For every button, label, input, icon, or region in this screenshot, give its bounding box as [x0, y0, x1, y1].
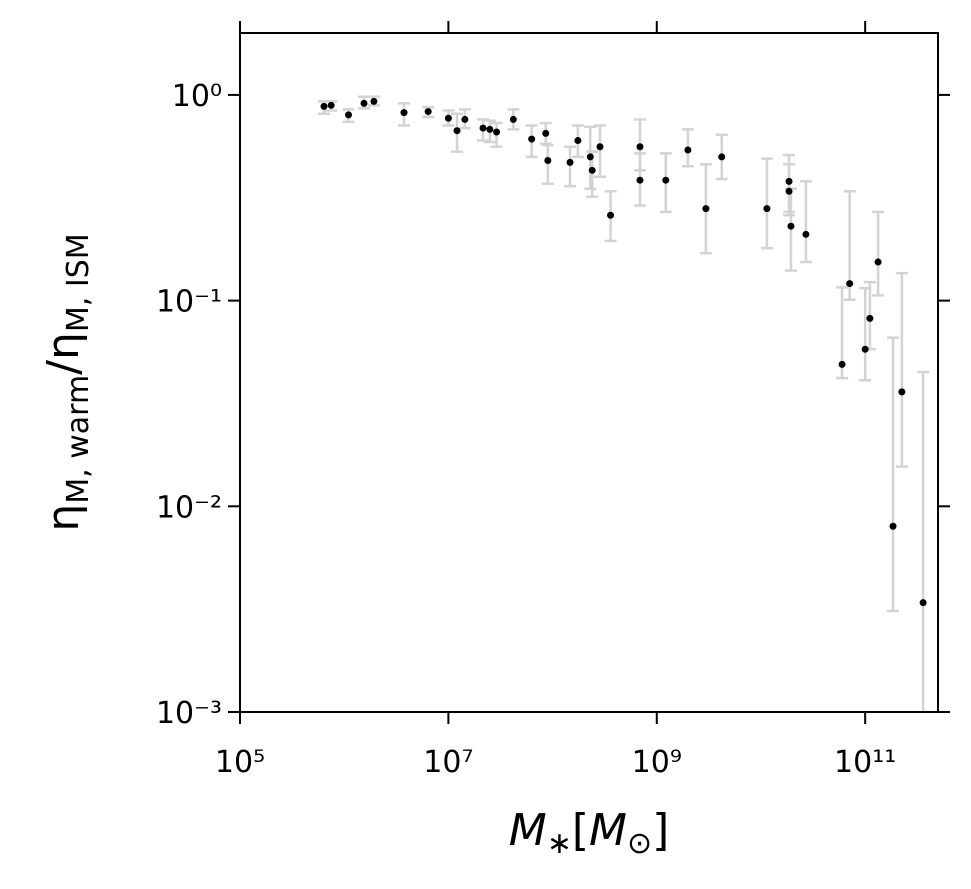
point	[588, 166, 596, 174]
x-tick-label: 10⁵	[215, 745, 265, 780]
text-run: M	[589, 805, 627, 856]
point	[889, 522, 897, 530]
point	[370, 97, 378, 105]
subscript: M, warm	[61, 375, 96, 504]
point	[574, 137, 582, 145]
point	[424, 108, 432, 116]
point	[607, 211, 615, 219]
point	[874, 258, 882, 266]
point	[898, 388, 906, 396]
point	[542, 129, 550, 137]
x-axis-label: M∗[M⊙]	[509, 805, 670, 861]
point	[360, 99, 368, 107]
point	[327, 101, 335, 109]
point	[453, 127, 461, 135]
point	[493, 128, 501, 136]
point	[785, 187, 793, 195]
point	[636, 176, 644, 184]
point	[787, 222, 795, 230]
y-tick-label: 10⁻¹	[156, 285, 222, 320]
text-run: /η	[38, 332, 89, 375]
x-tick-label: 10¹¹	[834, 745, 896, 780]
point	[861, 345, 869, 353]
text-run: ]	[652, 805, 669, 856]
point	[479, 124, 487, 132]
point	[846, 280, 854, 288]
point	[566, 158, 574, 166]
point	[718, 153, 726, 161]
point	[785, 177, 793, 185]
y-tick-label: 10⁻³	[156, 696, 222, 731]
point	[509, 115, 517, 123]
point	[320, 102, 328, 110]
point	[400, 109, 408, 117]
point	[345, 111, 353, 119]
x-tick-label: 10⁷	[423, 745, 473, 780]
point	[866, 314, 874, 322]
point	[544, 156, 552, 164]
x-tick-label: 10⁹	[632, 745, 682, 780]
text-run: M	[509, 805, 547, 856]
text-run: [	[572, 805, 589, 856]
point	[838, 360, 846, 368]
point	[486, 125, 494, 133]
plot-frame	[239, 32, 939, 713]
y-axis-label: ηM, warm/ηM, ISM	[38, 233, 96, 531]
point	[919, 599, 927, 607]
point	[596, 143, 604, 151]
point	[662, 176, 670, 184]
point	[763, 205, 771, 213]
subscript: ∗	[547, 826, 572, 861]
point	[528, 135, 536, 143]
point	[586, 153, 594, 161]
point	[684, 146, 692, 154]
point	[636, 143, 644, 151]
y-tick-label: 10⁻²	[156, 490, 222, 525]
point	[461, 115, 469, 123]
subscript: M, ISM	[61, 233, 96, 332]
points	[320, 97, 927, 607]
subscript: ⊙	[627, 826, 652, 861]
text-run: η	[38, 504, 89, 532]
point	[444, 114, 452, 122]
point	[802, 230, 810, 238]
y-tick-label: 10⁰	[172, 79, 222, 114]
point	[702, 205, 710, 213]
